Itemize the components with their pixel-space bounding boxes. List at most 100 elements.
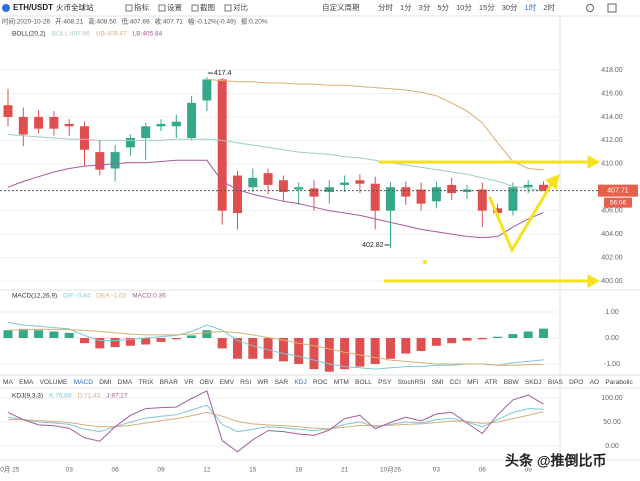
indicator-tab[interactable]: CCI: [450, 379, 462, 386]
y-tick-label: 412.00: [601, 137, 623, 144]
toolbar-button[interactable]: 截图: [200, 2, 215, 12]
button-icon[interactable]: [224, 4, 232, 12]
period-button[interactable]: 5分: [437, 3, 449, 12]
indicator-tab[interactable]: SKDJ: [525, 379, 542, 386]
candle-body: [401, 187, 411, 197]
indicator-tab[interactable]: BIAS: [548, 379, 564, 386]
last-price-label: 407.71: [607, 187, 629, 194]
indicator-line: [7, 134, 544, 192]
indicator-tab[interactable]: EMA: [19, 379, 34, 386]
indicator-tab[interactable]: SMI: [432, 379, 444, 386]
indicator-tab[interactable]: ROC: [313, 379, 328, 386]
indicator-tab[interactable]: BOLL: [355, 379, 372, 386]
period-button[interactable]: 分时: [378, 2, 393, 12]
legend-entry: UB:409.47: [96, 31, 127, 38]
indicator-tab[interactable]: VR: [184, 379, 193, 386]
indicator-tab[interactable]: WR: [257, 379, 268, 386]
macd-bar: [263, 338, 273, 359]
indicator-tab[interactable]: PSY: [378, 379, 392, 386]
indicator-tab[interactable]: MACD: [74, 379, 94, 386]
period-button[interactable]: 1时: [525, 2, 537, 12]
candle-body: [80, 126, 89, 150]
indicator-tab[interactable]: TRIX: [138, 379, 154, 386]
macd-bar: [508, 334, 518, 339]
candle-body: [3, 105, 13, 117]
settings-icon[interactable]: [586, 4, 594, 12]
macd-bar: [49, 331, 59, 339]
indicator-tab[interactable]: StochRSI: [398, 379, 426, 386]
y-tick-label: 0.00: [605, 443, 619, 450]
indicator-tab[interactable]: EMV: [220, 379, 235, 386]
watermark: 头条 @推倒比币: [505, 453, 607, 469]
ohlc-info: 高:408.50: [88, 17, 117, 26]
y-tick-label: 1.00: [605, 309, 619, 316]
macd-bar: [386, 338, 395, 359]
indicator-tab[interactable]: KDJ: [294, 379, 306, 386]
macd-bar: [493, 336, 503, 339]
candle-body: [187, 102, 197, 139]
indicator-line: [7, 328, 544, 366]
custom-period[interactable]: 自定义周期: [322, 2, 360, 12]
indicator-tab[interactable]: AO: [590, 379, 600, 386]
fullscreen-icon[interactable]: [607, 3, 617, 13]
y-tick-label: 400.00: [601, 278, 623, 285]
macd-bar: [447, 338, 457, 344]
toolbar-button[interactable]: 设置: [167, 2, 182, 12]
indicator-tab[interactable]: DPO: [569, 379, 583, 386]
macd-bar: [523, 331, 533, 339]
y-tick-label: 410.00: [601, 161, 623, 168]
countdown: 56:06: [610, 199, 627, 206]
period-button[interactable]: 1分: [400, 3, 412, 12]
macd-bar: [248, 338, 258, 359]
period-button[interactable]: 15分: [479, 3, 495, 12]
candle-body: [539, 184, 548, 191]
button-icon[interactable]: [191, 4, 199, 12]
indicator-tab[interactable]: Parabolic: [605, 379, 633, 386]
macd-bar: [187, 335, 197, 339]
indicator-tab[interactable]: OBV: [200, 379, 215, 386]
macd-bar: [34, 330, 44, 339]
indicator-tab[interactable]: BBW: [504, 379, 520, 386]
macd-bar: [309, 338, 319, 370]
toolbar-button[interactable]: 指标: [134, 2, 149, 12]
candle-body: [324, 187, 334, 192]
macd-bar: [80, 338, 89, 344]
y-tick-label: 406.00: [601, 208, 623, 215]
period-button[interactable]: 10分: [456, 3, 472, 12]
period-button[interactable]: 2时: [543, 2, 555, 12]
indicator-tab[interactable]: VOLUME: [40, 379, 68, 386]
indicator-tab[interactable]: MFI: [467, 379, 479, 386]
x-tick-label: 09: [525, 467, 533, 474]
x-tick-label: 09: [157, 467, 165, 474]
candle-body: [462, 189, 472, 192]
macd-bar: [477, 338, 487, 340]
indicator-tab[interactable]: RSI: [240, 379, 251, 386]
macd-bar: [64, 332, 74, 339]
indicator-tab[interactable]: MTM: [334, 379, 349, 386]
macd-bar: [370, 338, 380, 364]
period-button[interactable]: 3分: [419, 3, 431, 12]
indicator-line: [7, 390, 544, 453]
macd-bar: [431, 338, 441, 346]
button-icon[interactable]: [125, 4, 133, 12]
toolbar-button[interactable]: 对比: [233, 2, 248, 12]
legend-entry: D:71.43: [78, 393, 101, 400]
indicator-tab[interactable]: ATR: [485, 379, 498, 386]
macd-bar: [125, 338, 135, 346]
x-tick-label: 03: [66, 467, 74, 474]
indicator-tab[interactable]: DMI: [99, 379, 111, 386]
button-icon[interactable]: [158, 4, 166, 12]
indicator-tab[interactable]: MA: [3, 379, 13, 386]
y-tick-label: 402.00: [601, 254, 623, 261]
indicator-tab[interactable]: SAR: [275, 379, 289, 386]
symbol[interactable]: ETH/USDT: [13, 3, 53, 12]
indicator-tab[interactable]: BRAR: [160, 379, 179, 386]
macd-bar: [233, 338, 242, 359]
indicator-line: [7, 321, 544, 370]
indicator-tab[interactable]: DMA: [118, 379, 133, 386]
macd-bar: [171, 338, 181, 340]
candle-body: [370, 183, 380, 211]
period-button[interactable]: 30分: [502, 3, 518, 12]
annotation: 417.4: [214, 70, 232, 77]
